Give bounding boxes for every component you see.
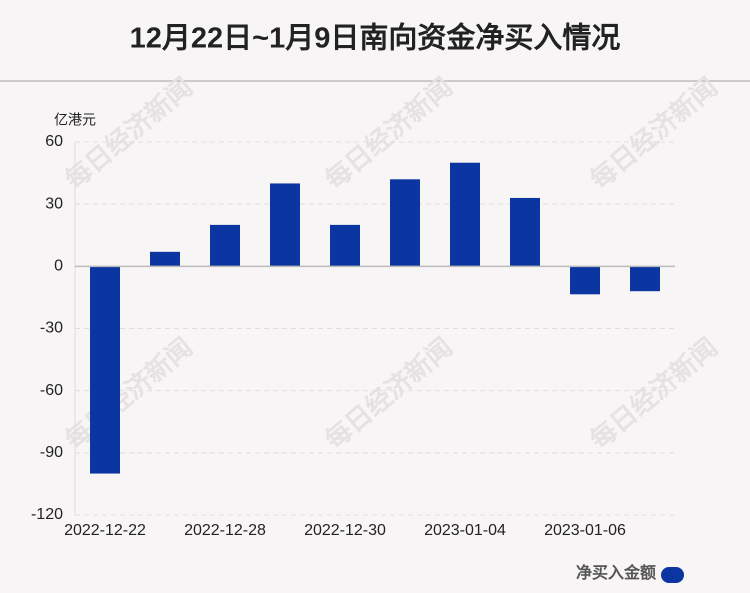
bar [210,224,240,267]
bar [450,162,480,267]
bar [270,183,300,267]
y-axis-label: 亿港元 [54,112,96,128]
legend-swatch [661,567,684,583]
bar [390,179,420,267]
x-tick-label: 2022-12-30 [304,522,386,539]
legend-label: 净买入金额 [576,563,656,582]
bar [630,266,660,292]
bar [510,197,540,267]
y-tick-label: -60 [40,382,63,399]
bar [330,224,360,267]
y-tick-label: -120 [31,506,63,523]
x-tick-label: 2023-01-04 [424,522,506,539]
y-tick-label: -30 [40,320,63,337]
x-tick-label: 2022-12-22 [64,522,146,539]
bar [150,251,180,267]
y-tick-label: 0 [54,258,63,275]
x-tick-label: 2023-01-06 [544,522,626,539]
bar [90,266,120,474]
y-tick-label: 30 [45,195,63,212]
bar [570,266,600,295]
x-tick-label: 2022-12-28 [184,522,266,539]
chart-title: 12月22日~1月9日南向资金净买入情况 [130,21,621,55]
y-tick-label: 60 [45,133,63,150]
y-tick-label: -90 [40,444,63,461]
